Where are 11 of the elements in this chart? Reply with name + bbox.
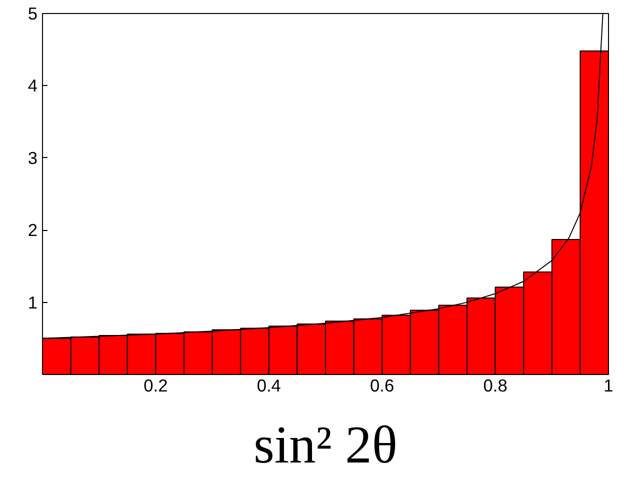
y-tick-label: 1	[28, 292, 38, 312]
y-tick-label: 2	[28, 220, 38, 240]
x-tick-label: 1	[604, 376, 614, 396]
x-axis-title: sin² 2θ	[254, 414, 398, 474]
y-tick-label: 5	[28, 4, 38, 24]
y-tick-label: 3	[28, 148, 38, 168]
x-tick-label: 0.6	[370, 376, 394, 396]
x-tick-label: 0.8	[483, 376, 508, 396]
y-tick-label: 4	[28, 76, 38, 96]
x-tick-label: 0.4	[256, 376, 282, 396]
x-tick-label: 0.2	[144, 376, 168, 396]
